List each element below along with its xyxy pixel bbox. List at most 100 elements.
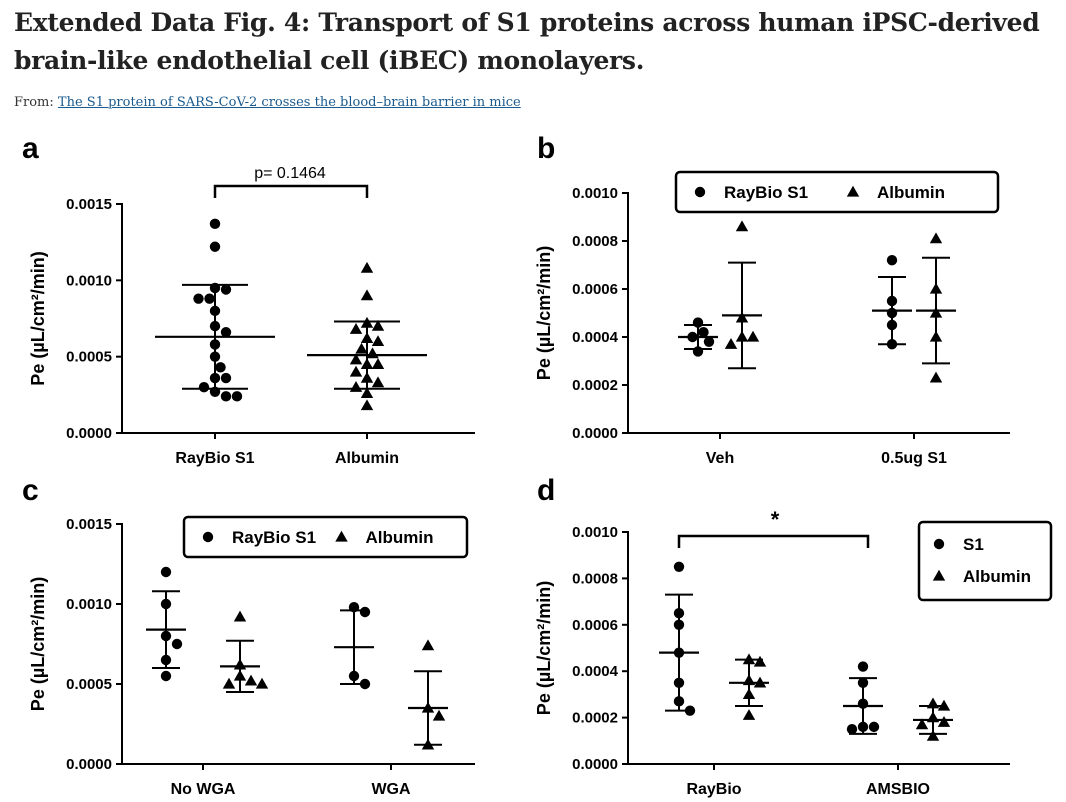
legend-c: RayBio S1 Albumin [182, 515, 469, 559]
data-point-d [926, 729, 940, 741]
data-point-c [233, 610, 247, 622]
data-point-a [371, 358, 385, 369]
data-point-a [220, 327, 232, 338]
y-axis-title-a: Pe (µL/cm²/min) [28, 251, 48, 385]
data-point-b [929, 371, 943, 383]
source-line: From: The S1 protein of SARS-CoV-2 cross… [14, 95, 521, 110]
y-axis-title-b: Pe (µL/cm²/min) [534, 246, 554, 380]
legend-label-d: S1 [963, 535, 984, 554]
data-point-b [735, 220, 749, 232]
data-point-b [886, 255, 898, 266]
data-point-a [366, 347, 379, 359]
data-point-a [371, 335, 385, 347]
y-tick-label-b: 0.0010 [572, 185, 618, 202]
legend-box-b [674, 170, 1000, 214]
panel-c: c 0.0000 0.0005 0.0010 0.0015 Pe (µL/cm²/min)… [22, 474, 475, 798]
data-point-b [698, 327, 709, 338]
data-point-c [255, 677, 269, 689]
data-point-a [371, 319, 385, 331]
data-point-c [222, 677, 236, 689]
page-title: Extended Data Fig. 4: Transport of S1 pr… [14, 8, 1040, 75]
data-point-a [215, 362, 226, 373]
data-point-c [244, 674, 258, 686]
data-point-a [193, 293, 204, 304]
x-tick-label-b: 0.5ug S1 [881, 450, 947, 467]
data-point-a [371, 376, 385, 388]
y-tick-label-c: 0.0000 [66, 756, 112, 773]
y-tick-label-d: 0.0004 [572, 663, 619, 680]
data-point-a [204, 293, 215, 304]
y-tick-label-b: 0.0006 [572, 281, 618, 298]
y-tick-label-d: 0.0008 [572, 570, 618, 587]
legend-marker-c [202, 531, 214, 543]
data-point-b [724, 338, 738, 349]
x-tick-label-c: WGA [371, 781, 411, 798]
panel-label-a: a [22, 132, 39, 165]
y-tick-label-a: 0.0000 [66, 425, 112, 442]
legend-label-d: Albumin [963, 567, 1031, 586]
x-tick-label-a: Albumin [335, 450, 399, 467]
panel-label-c: c [22, 474, 39, 507]
panel-b: b 0.0000 0.0002 0.0004 0.0006 0.0008 0.0010 Pe … [534, 132, 1010, 467]
y-axis-title-c: Pe (µL/cm²/min) [28, 577, 48, 711]
legend-marker-d [932, 569, 946, 581]
data-point-d [915, 718, 929, 730]
data-point-d [868, 721, 880, 733]
data-point-a [360, 387, 374, 398]
y-tick-label-a: 0.0010 [66, 272, 112, 289]
y-tick-label-c: 0.0010 [66, 596, 112, 613]
y-tick-label-d: 0.0010 [572, 524, 618, 541]
legend-d: S1 Albumin [917, 520, 1053, 602]
y-tick-label-d: 0.0000 [572, 756, 618, 773]
data-point-a [198, 382, 210, 393]
data-point-a [349, 365, 363, 377]
panel-label-b: b [537, 132, 555, 165]
data-point-c [421, 639, 435, 651]
data-point-c [160, 670, 172, 682]
legend-marker-c [335, 530, 348, 542]
x-tick-label-d: AMSBIO [866, 781, 930, 798]
data-point-a [220, 372, 232, 384]
data-point-a [360, 261, 374, 273]
legend-marker-b [694, 186, 706, 198]
data-point-b [746, 330, 760, 342]
x-tick-label-b: Veh [706, 450, 734, 467]
y-axis-title-d: Pe (µL/cm²/min) [534, 581, 554, 715]
panel-label-d: d [537, 474, 555, 507]
data-point-c [359, 606, 371, 618]
significance-label-d: * [771, 507, 780, 532]
legend-label-c: Albumin [366, 528, 434, 547]
data-point-d [846, 724, 858, 735]
data-point-a [349, 322, 363, 334]
data-point-c [432, 709, 446, 721]
data-point-a [231, 391, 243, 402]
y-tick-label-d: 0.0006 [572, 617, 618, 634]
y-tick-label-a: 0.0005 [66, 349, 112, 366]
data-point-c [160, 566, 172, 578]
legend-label-b: Albumin [877, 183, 945, 202]
y-tick-label-b: 0.0008 [572, 233, 618, 250]
from-label: From: [14, 95, 54, 110]
legend-label-c: RayBio S1 [232, 528, 316, 547]
data-point-a [220, 284, 232, 295]
panel-d: d 0.0000 0.0002 0.0004 0.0006 0.0008 0.0010 Pe … [534, 474, 1053, 798]
x-tick-label-d: RayBio [686, 781, 741, 798]
data-point-a [355, 342, 368, 354]
legend-box-c [182, 515, 469, 559]
source-article-link[interactable]: The S1 protein of SARS-CoV-2 crosses the… [57, 95, 521, 110]
x-tick-label-a: RayBio S1 [175, 450, 254, 467]
data-point-d [753, 655, 767, 667]
y-tick-label-b: 0.0004 [572, 329, 619, 346]
data-point-d [937, 716, 951, 727]
data-point-a [360, 289, 374, 301]
data-point-b [703, 336, 715, 347]
y-tick-label-c: 0.0005 [66, 676, 112, 693]
data-point-d [857, 661, 869, 672]
legend-label-b: RayBio S1 [724, 183, 808, 202]
data-point-b [929, 232, 943, 244]
data-point-a [209, 218, 221, 230]
significance-bracket-a [213, 184, 369, 198]
panel-a: a 0.0000 0.0005 0.0010 0.0015 Pe (µL/cm²/min)… [22, 132, 475, 467]
y-tick-label-d: 0.0002 [572, 710, 618, 727]
